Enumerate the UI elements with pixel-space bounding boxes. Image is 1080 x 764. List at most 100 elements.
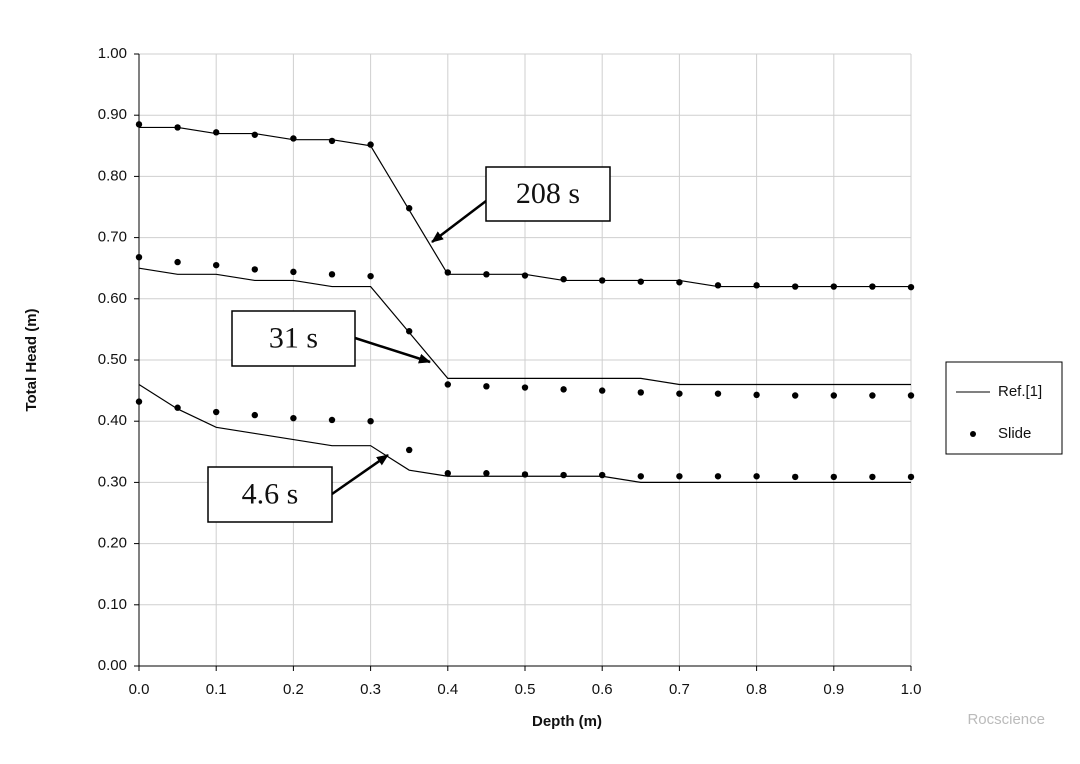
slide-point <box>251 131 258 138</box>
annotation-box <box>207 466 333 523</box>
annotation-text: 208 s <box>516 177 580 210</box>
slide-point <box>328 271 336 278</box>
slide-point <box>290 268 297 276</box>
x-tick-label: 0.8 <box>746 681 767 698</box>
slide-point <box>367 141 374 148</box>
slide-point <box>328 137 336 145</box>
slide-point <box>367 418 374 425</box>
y-tick-label: 0.70 <box>98 229 127 246</box>
y-tick-label: 0.40 <box>98 412 127 429</box>
annotation-text: 4.6 s <box>242 477 299 510</box>
x-tick-label: 0.9 <box>823 681 844 698</box>
y-tick-label: 0.60 <box>98 290 127 307</box>
slide-point <box>907 283 915 291</box>
slide-point <box>560 471 567 479</box>
slide-point <box>135 121 143 128</box>
slide-point <box>444 381 451 388</box>
y-tick-label: 0.50 <box>98 351 127 368</box>
slide-point <box>406 446 413 454</box>
slide-point <box>174 404 181 411</box>
slide-point <box>792 473 799 481</box>
y-tick-label: 0.90 <box>98 106 127 123</box>
y-tick-label: 0.80 <box>98 167 127 184</box>
slide-point <box>753 282 760 289</box>
slide-point <box>599 471 606 479</box>
slide-point <box>328 416 336 424</box>
slide-point <box>521 471 529 478</box>
slide-point <box>290 414 297 422</box>
slide-point <box>174 124 181 131</box>
slide-point <box>599 277 606 284</box>
slide-point <box>753 391 760 399</box>
slide-point <box>792 392 799 399</box>
watermark: Rocscience <box>967 711 1045 728</box>
slide-point <box>907 473 915 481</box>
slide-point <box>213 129 220 136</box>
annotation-arrow <box>331 453 389 496</box>
slide-point <box>483 383 490 390</box>
slide-point <box>135 398 143 405</box>
slide-point <box>135 253 143 261</box>
slide-point <box>830 473 837 481</box>
slide-point <box>714 282 722 289</box>
slide-point <box>213 408 220 416</box>
slide-point <box>560 386 567 393</box>
slide-point <box>676 279 683 286</box>
slide-point <box>483 470 490 477</box>
legend-label: Slide <box>998 425 1031 442</box>
y-tick-label: 0.00 <box>98 657 127 674</box>
slide-point <box>637 473 644 480</box>
x-tick-label: 0.6 <box>592 681 613 698</box>
annotation-text: 31 s <box>269 321 318 354</box>
slide-point <box>406 328 413 335</box>
slide-point <box>676 390 683 397</box>
x-tick-label: 0.2 <box>283 681 304 698</box>
legend-swatch <box>970 431 976 437</box>
slide-point <box>637 389 644 396</box>
slide-point <box>251 266 258 273</box>
slide-point <box>251 411 258 419</box>
y-axis-label: Total Head (m) <box>23 308 40 411</box>
slide-point <box>444 269 451 276</box>
x-tick-label: 0.5 <box>515 681 536 698</box>
slide-point <box>869 283 876 290</box>
slide-point <box>290 135 297 142</box>
slide-point <box>869 392 876 399</box>
slide-point <box>444 470 451 477</box>
slide-point <box>869 473 876 481</box>
slide-point <box>483 271 490 278</box>
slide-point <box>213 261 220 269</box>
slide-point <box>714 473 722 480</box>
ref-line <box>138 267 911 386</box>
slide-point <box>714 390 722 397</box>
slide-point <box>367 272 374 280</box>
slide-point <box>753 473 760 480</box>
x-tick-label: 0.3 <box>360 681 381 698</box>
slide-point <box>792 283 799 290</box>
x-tick-label: 0.4 <box>437 681 458 698</box>
annotation-box <box>231 310 356 367</box>
annotation-box <box>485 166 611 222</box>
slide-point <box>830 392 837 399</box>
x-axis-label: Depth (m) <box>532 713 602 730</box>
slide-point <box>676 473 683 480</box>
slide-point <box>521 272 529 279</box>
slide-point <box>637 278 644 285</box>
x-tick-label: 0.0 <box>129 681 150 698</box>
slide-point <box>521 384 529 391</box>
y-tick-label: 0.30 <box>98 473 127 490</box>
y-tick-label: 0.20 <box>98 535 127 552</box>
slide-point <box>406 205 413 212</box>
x-tick-label: 1.0 <box>901 681 922 698</box>
y-tick-label: 1.00 <box>98 45 127 62</box>
annotation-arrow <box>354 336 431 364</box>
slide-point <box>907 392 915 399</box>
x-tick-label: 0.7 <box>669 681 690 698</box>
slide-point <box>174 258 181 266</box>
y-tick-label: 0.10 <box>98 596 127 613</box>
slide-point <box>560 276 567 283</box>
x-tick-label: 0.1 <box>206 681 227 698</box>
slide-point <box>830 283 837 290</box>
